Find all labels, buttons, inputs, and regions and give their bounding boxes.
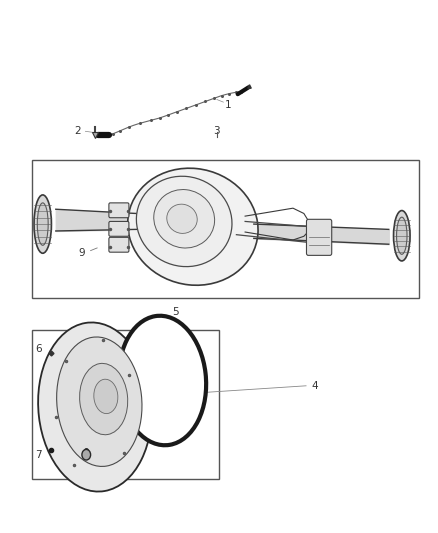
Ellipse shape bbox=[167, 204, 197, 233]
Ellipse shape bbox=[94, 379, 118, 414]
Text: 3: 3 bbox=[213, 126, 220, 136]
Text: 2: 2 bbox=[74, 126, 81, 136]
Text: 6: 6 bbox=[35, 344, 42, 354]
FancyBboxPatch shape bbox=[109, 221, 129, 236]
Ellipse shape bbox=[396, 217, 407, 254]
Text: 1: 1 bbox=[224, 100, 231, 110]
Ellipse shape bbox=[82, 449, 91, 460]
Text: 8: 8 bbox=[92, 450, 98, 460]
Text: 4: 4 bbox=[311, 381, 318, 391]
FancyBboxPatch shape bbox=[109, 237, 129, 252]
Ellipse shape bbox=[34, 195, 51, 253]
Ellipse shape bbox=[38, 322, 152, 491]
Ellipse shape bbox=[57, 337, 142, 466]
Bar bbox=[32, 330, 219, 479]
Ellipse shape bbox=[154, 190, 215, 248]
Ellipse shape bbox=[136, 176, 232, 266]
Text: 5: 5 bbox=[172, 306, 179, 317]
Ellipse shape bbox=[119, 316, 206, 445]
Ellipse shape bbox=[393, 211, 410, 261]
Ellipse shape bbox=[37, 203, 48, 245]
FancyBboxPatch shape bbox=[307, 219, 332, 255]
Ellipse shape bbox=[128, 168, 258, 285]
Text: 9: 9 bbox=[78, 248, 85, 259]
Ellipse shape bbox=[80, 364, 128, 435]
FancyBboxPatch shape bbox=[109, 203, 129, 217]
Bar bbox=[32, 160, 419, 298]
Text: 7: 7 bbox=[35, 450, 42, 460]
